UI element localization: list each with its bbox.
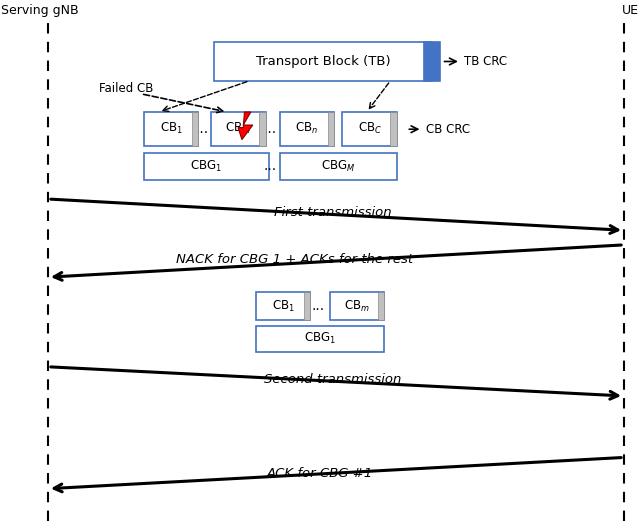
Text: Serving gNB: Serving gNB	[1, 4, 79, 17]
Bar	[144, 153, 269, 180]
Bar	[280, 112, 334, 146]
Text: ACK for CBG #1: ACK for CBG #1	[267, 467, 373, 479]
Text: CBG$_M$: CBG$_M$	[321, 159, 355, 173]
Text: ...: ...	[195, 122, 208, 136]
Bar	[192, 112, 198, 146]
Bar	[328, 112, 334, 146]
Text: NACK for CBG 1 + ACKs for the rest: NACK for CBG 1 + ACKs for the rest	[176, 253, 413, 266]
Text: CB$_m$: CB$_m$	[225, 121, 252, 137]
Bar	[280, 153, 397, 180]
Text: TB CRC: TB CRC	[464, 55, 507, 68]
Text: CB CRC: CB CRC	[426, 123, 470, 135]
Bar	[214, 42, 432, 81]
Bar	[330, 292, 384, 320]
Text: CB$_1$: CB$_1$	[272, 299, 294, 314]
Text: Second transmission: Second transmission	[264, 373, 401, 386]
Bar	[342, 112, 397, 146]
Bar	[144, 112, 198, 146]
Bar	[211, 112, 266, 146]
Bar	[256, 326, 384, 352]
Bar	[378, 292, 384, 320]
Text: UE: UE	[621, 4, 639, 17]
Text: ...: ...	[264, 159, 276, 173]
Text: CB$_1$: CB$_1$	[160, 121, 182, 137]
Bar	[304, 292, 310, 320]
Text: CBG$_1$: CBG$_1$	[304, 331, 336, 346]
Bar	[390, 112, 397, 146]
Text: Failed CB: Failed CB	[99, 82, 154, 95]
Text: CBG$_1$: CBG$_1$	[191, 159, 222, 173]
Text: CB$_C$: CB$_C$	[358, 121, 381, 137]
Polygon shape	[238, 112, 253, 140]
Bar	[424, 42, 440, 81]
Text: ...: ...	[264, 122, 276, 136]
Text: Transport Block (TB): Transport Block (TB)	[256, 55, 390, 68]
Text: ...: ...	[312, 300, 324, 313]
Text: CB$_n$: CB$_n$	[295, 121, 319, 137]
Text: First transmission: First transmission	[274, 206, 392, 219]
Bar	[256, 292, 310, 320]
Bar	[259, 112, 266, 146]
Text: CB$_m$: CB$_m$	[344, 299, 370, 314]
